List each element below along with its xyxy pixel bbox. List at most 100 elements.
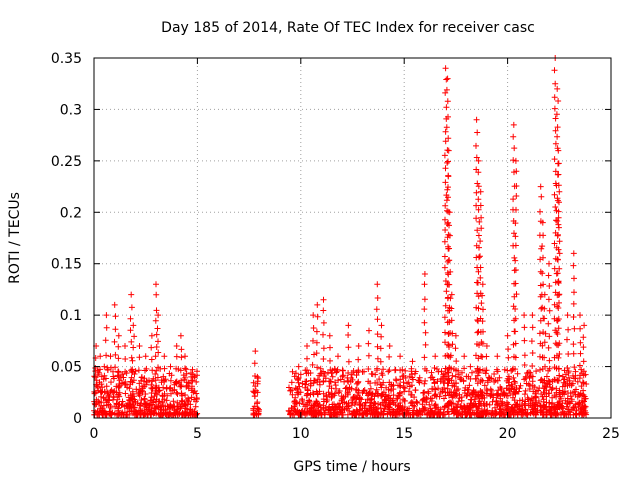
- data-point: [306, 409, 313, 416]
- data-point: [555, 305, 562, 311]
- data-point: [571, 275, 577, 282]
- data-point: [327, 366, 334, 373]
- data-point: [516, 397, 523, 404]
- data-point: [181, 376, 188, 383]
- data-point: [103, 383, 110, 390]
- data-point: [182, 365, 188, 372]
- data-point: [499, 406, 506, 413]
- data-point: [565, 351, 572, 357]
- data-point: [128, 354, 135, 361]
- data-point: [431, 365, 438, 371]
- data-point: [193, 398, 199, 405]
- data-point: [475, 232, 482, 239]
- data-point: [384, 411, 391, 418]
- data-point: [445, 172, 452, 179]
- data-point: [185, 380, 192, 387]
- data-point: [541, 339, 548, 346]
- data-point: [449, 341, 456, 348]
- data-point: [406, 405, 413, 412]
- data-point: [570, 314, 577, 320]
- data-point: [541, 315, 548, 322]
- data-point: [422, 341, 429, 348]
- data-point: [542, 363, 548, 370]
- data-point: [368, 395, 375, 402]
- data-point: [326, 383, 333, 390]
- data-point: [556, 299, 562, 306]
- data-point: [556, 188, 563, 195]
- data-point: [528, 395, 535, 402]
- data-point: [519, 411, 526, 418]
- data-point: [355, 343, 362, 349]
- data-point: [136, 389, 142, 396]
- data-point: [581, 410, 588, 417]
- data-point: [401, 398, 408, 404]
- data-point: [396, 392, 403, 399]
- data-point: [183, 370, 190, 377]
- data-point: [504, 332, 511, 339]
- data-point: [512, 267, 519, 273]
- data-point: [320, 390, 327, 397]
- data-point: [394, 406, 401, 413]
- data-point: [108, 379, 114, 386]
- data-point: [431, 379, 438, 386]
- data-point: [183, 411, 190, 418]
- data-point: [293, 370, 299, 377]
- data-point: [480, 367, 486, 374]
- data-point: [397, 353, 404, 360]
- data-point: [448, 305, 455, 312]
- data-point: [576, 401, 583, 408]
- data-point: [287, 387, 294, 394]
- data-point: [501, 392, 508, 398]
- data-point: [581, 404, 588, 411]
- data-point: [537, 402, 543, 409]
- data-point: [447, 295, 454, 302]
- data-point: [441, 253, 448, 260]
- data-point: [521, 312, 528, 319]
- data-point: [150, 396, 157, 403]
- data-point: [453, 367, 459, 374]
- data-point: [154, 374, 161, 381]
- data-point: [565, 326, 572, 333]
- data-point: [477, 188, 484, 195]
- data-point: [510, 374, 517, 381]
- data-point: [425, 388, 432, 395]
- data-point: [539, 219, 546, 226]
- data-point: [513, 206, 519, 213]
- data-point: [178, 377, 185, 384]
- data-point: [579, 379, 586, 386]
- data-point: [441, 264, 448, 271]
- data-point: [455, 398, 462, 405]
- data-point: [103, 352, 110, 359]
- data-point: [424, 411, 431, 418]
- data-point: [467, 400, 474, 407]
- data-point: [122, 390, 129, 397]
- data-point: [313, 350, 320, 357]
- data-point: [475, 268, 482, 275]
- data-point: [173, 343, 180, 349]
- data-point: [179, 398, 186, 405]
- data-point: [546, 307, 553, 314]
- data-point: [111, 375, 117, 382]
- data-point: [577, 312, 583, 319]
- data-point: [478, 214, 485, 221]
- data-point: [295, 377, 301, 384]
- data-point: [111, 301, 118, 308]
- data-point: [421, 306, 428, 313]
- data-point: [155, 364, 161, 371]
- data-point: [555, 214, 562, 221]
- data-point: [155, 338, 161, 345]
- data-point: [442, 376, 449, 382]
- data-point: [514, 370, 521, 377]
- data-point: [510, 133, 517, 140]
- data-point: [551, 67, 558, 74]
- data-point: [421, 319, 428, 326]
- data-point: [102, 375, 109, 382]
- data-point: [374, 331, 381, 338]
- data-point: [111, 403, 118, 410]
- data-point: [436, 393, 443, 400]
- data-point: [437, 406, 444, 413]
- data-point: [394, 411, 401, 418]
- data-point: [97, 353, 104, 360]
- data-point: [442, 329, 448, 336]
- data-point: [494, 402, 501, 409]
